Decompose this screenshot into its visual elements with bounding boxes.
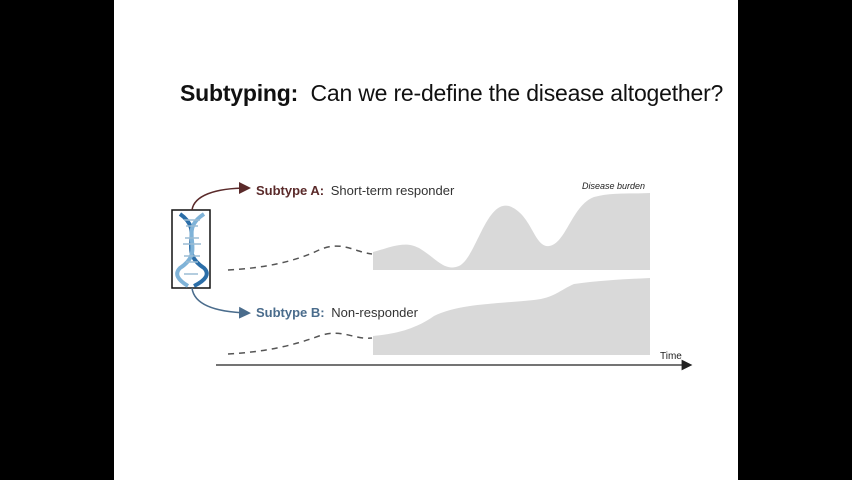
subtype-b-label: Subtype B: Non-responder: [256, 305, 419, 320]
time-axis-label: Time: [660, 351, 682, 362]
subtype-b-name: Subtype B:: [256, 305, 325, 320]
slide-title: Subtyping: Can we re-define the disease …: [180, 80, 724, 107]
slide: Subtyping: Can we re-define the disease …: [114, 0, 738, 480]
subtype-a-burden-area: [373, 193, 650, 270]
dna-helix-icon: [171, 209, 211, 289]
arrow-to-subtype-a: [191, 182, 251, 211]
subtype-b-history-line: [227, 332, 373, 355]
subtype-a-label: Subtype A: Short-term responder: [256, 183, 455, 198]
title-rest: Can we re-define the disease altogether?: [310, 80, 724, 106]
subtype-b-burden-area: [373, 278, 650, 355]
subtype-diagram: Subtype A: Short-term responder Subtype …: [171, 181, 693, 371]
subtype-a-description: Short-term responder: [331, 183, 455, 198]
subtype-a-name: Subtype A:: [256, 183, 324, 198]
title-bold: Subtyping:: [180, 80, 299, 106]
disease-burden-label: Disease burden: [582, 181, 645, 191]
arrow-to-subtype-b: [191, 287, 251, 319]
subtype-a-history-line: [227, 245, 373, 271]
subtype-b-description: Non-responder: [331, 305, 418, 320]
